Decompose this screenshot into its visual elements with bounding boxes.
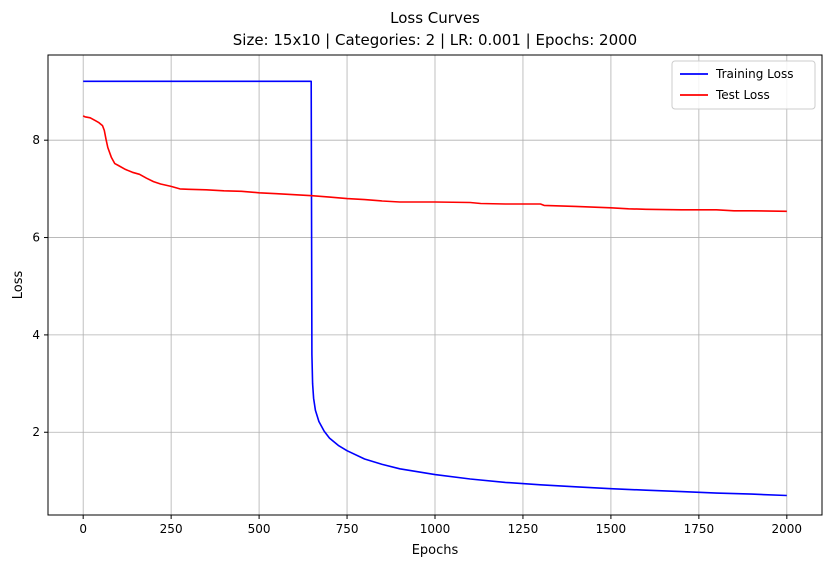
- x-tick-label: 1000: [420, 522, 451, 536]
- x-tick-label: 250: [160, 522, 183, 536]
- series-line-test-loss: [82, 115, 787, 213]
- chart-title: Loss Curves: [390, 9, 480, 27]
- y-tick-label: 2: [32, 425, 40, 439]
- x-tick-label: 0: [79, 522, 87, 536]
- grid-lines: [48, 55, 822, 515]
- y-tick-label: 4: [32, 328, 40, 342]
- y-axis-label: Loss: [11, 271, 26, 300]
- legend-label-test-loss: Test Loss: [715, 88, 770, 102]
- legend-box: [671, 60, 816, 110]
- x-axis-label: Epochs: [412, 543, 459, 558]
- x-tick-label: 1500: [596, 522, 627, 536]
- y-tick-label: 6: [32, 231, 40, 245]
- y-tick-label: 8: [32, 133, 40, 147]
- x-tick-label: 1250: [508, 522, 539, 536]
- axis-ticks: 0 250 500 750 1000 1250 1500 1750 2000 2 4 6 8: [32, 133, 802, 536]
- x-tick-label: 500: [248, 522, 271, 536]
- x-tick-label: 2000: [772, 522, 803, 536]
- legend: Training Loss Test Loss: [671, 60, 816, 110]
- x-tick-label: 1750: [684, 522, 715, 536]
- x-tick-label: 750: [336, 522, 359, 536]
- chart-subtitle: Size: 15x10 | Categories: 2 | LR: 0.001 …: [233, 31, 637, 49]
- legend-label-training-loss: Training Loss: [715, 67, 793, 81]
- series-layer: [82, 80, 787, 497]
- series-line-training-loss: [83, 80, 787, 497]
